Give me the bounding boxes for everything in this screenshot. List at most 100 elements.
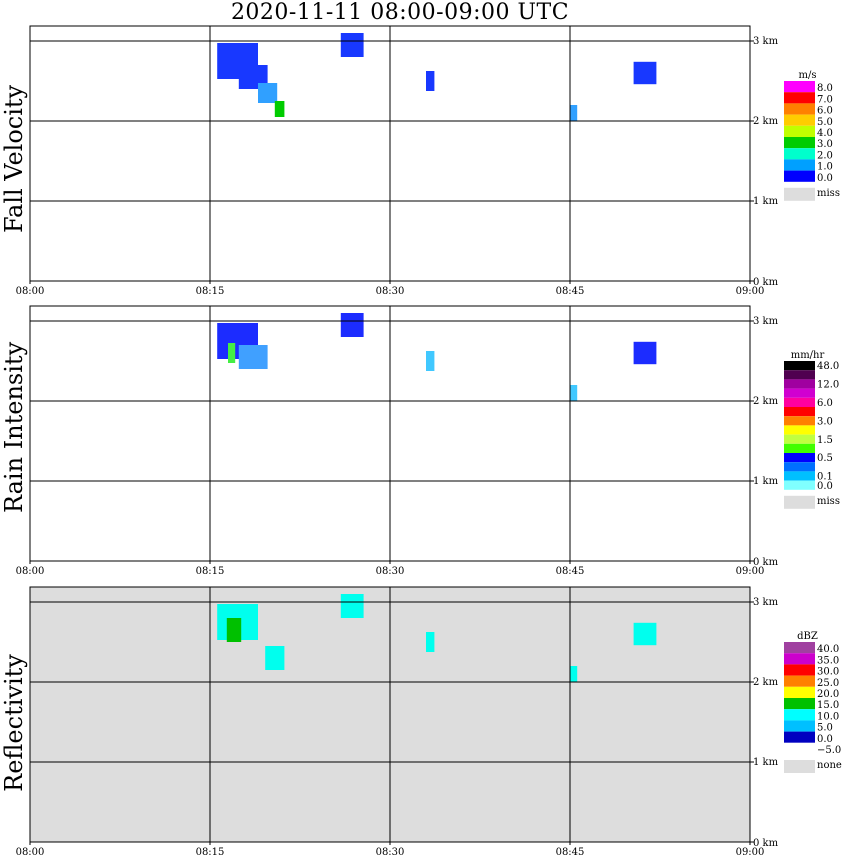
y-tick-label: 0 km bbox=[753, 838, 779, 849]
legend-label: 2.0 bbox=[817, 150, 833, 161]
x-tick-label: 08:30 bbox=[376, 847, 405, 858]
legend-swatch bbox=[784, 664, 815, 676]
legend-label: 40.0 bbox=[817, 644, 839, 655]
legend-label: 10.0 bbox=[817, 711, 839, 722]
legend-label: 20.0 bbox=[817, 689, 839, 700]
panel-3: 08:00 08:15 08:30 08:45 09:000 km 1 km 2 km 3 k… bbox=[16, 586, 842, 858]
legend-swatch bbox=[784, 462, 815, 472]
echo-cell bbox=[265, 646, 285, 670]
x-tick-label: 08:00 bbox=[16, 286, 45, 297]
legend-label: 3.0 bbox=[817, 139, 833, 150]
chart-title: 2020-11-11 08:00-09:00 UTC bbox=[230, 0, 570, 25]
echo-cell bbox=[340, 313, 364, 337]
x-tick-label: 08:30 bbox=[376, 566, 405, 577]
legend-label: 8.0 bbox=[817, 83, 833, 94]
echo-cell bbox=[570, 666, 578, 682]
legend-swatch bbox=[784, 114, 815, 126]
legend-label: −5.0 bbox=[817, 745, 841, 756]
legend-label: 6.0 bbox=[817, 398, 833, 409]
echo-cell bbox=[228, 343, 236, 363]
legend-swatch bbox=[784, 453, 815, 463]
legend-swatch bbox=[784, 642, 815, 654]
legend-swatch bbox=[784, 388, 815, 398]
echo-cell bbox=[340, 594, 364, 618]
legend-swatch bbox=[784, 434, 815, 444]
legend-swatch bbox=[784, 92, 815, 104]
x-tick-label: 09:00 bbox=[736, 286, 765, 297]
y-tick-label: 1 km bbox=[753, 757, 779, 768]
legend-swatch bbox=[784, 103, 815, 115]
echo-cell bbox=[274, 101, 285, 117]
legend-label: 25.0 bbox=[817, 678, 839, 689]
echo-cell bbox=[570, 385, 578, 401]
legend-label: 0.5 bbox=[817, 453, 833, 464]
legend-label: 7.0 bbox=[817, 94, 833, 105]
legend-label: 1.0 bbox=[817, 162, 833, 173]
legend-swatch bbox=[784, 480, 815, 490]
echo-cell bbox=[426, 71, 435, 91]
y-tick-label: 1 km bbox=[753, 196, 779, 207]
legend-label: 0.1 bbox=[817, 472, 833, 483]
y-tick-label: 1 km bbox=[753, 476, 779, 487]
y-tick-label: 3 km bbox=[753, 597, 779, 608]
legend-swatch bbox=[784, 742, 815, 754]
legend-unit: m/s bbox=[799, 70, 817, 81]
legend-swatch bbox=[784, 443, 815, 453]
legend-swatch bbox=[784, 370, 815, 380]
echo-cell bbox=[226, 618, 242, 642]
x-tick-label: 08:30 bbox=[376, 286, 405, 297]
y-tick-label: 2 km bbox=[753, 677, 779, 688]
x-tick-label: 09:00 bbox=[736, 847, 765, 858]
legend-swatch bbox=[784, 416, 815, 426]
legend-swatch bbox=[784, 425, 815, 435]
legend-swatch bbox=[784, 361, 815, 371]
legend-label: 0.0 bbox=[817, 173, 833, 184]
legend-swatch bbox=[784, 170, 815, 182]
legend-swatch bbox=[784, 720, 815, 732]
legend-label: 0.0 bbox=[817, 481, 833, 492]
legend-missing-label: miss bbox=[817, 188, 840, 199]
y-tick-label: 2 km bbox=[753, 116, 779, 127]
panel-1: 08:00 08:15 08:30 08:45 09:000 km 1 km 2 km 3 k… bbox=[16, 25, 840, 297]
echo-cell bbox=[426, 351, 435, 371]
legend-label: 35.0 bbox=[817, 655, 839, 666]
legend-swatch bbox=[784, 407, 815, 417]
y-tick-label: 0 km bbox=[753, 277, 779, 288]
x-tick-label: 08:45 bbox=[556, 566, 585, 577]
x-tick-label: 08:00 bbox=[16, 566, 45, 577]
legend-swatch bbox=[784, 159, 815, 171]
legend-swatch bbox=[784, 471, 815, 481]
echo-cell bbox=[633, 622, 657, 646]
legend-unit: dBZ bbox=[797, 631, 818, 642]
legend-label: 12.0 bbox=[817, 380, 839, 391]
legend-label: 0.0 bbox=[817, 734, 833, 745]
x-tick-label: 08:45 bbox=[556, 286, 585, 297]
legend-missing-label: none bbox=[817, 760, 842, 771]
legend-swatch bbox=[784, 148, 815, 160]
echo-cell bbox=[633, 61, 657, 85]
echo-cell bbox=[426, 632, 435, 652]
echo-cell bbox=[340, 33, 364, 57]
x-tick-label: 08:15 bbox=[196, 847, 225, 858]
x-tick-label: 08:15 bbox=[196, 566, 225, 577]
y-tick-label: 3 km bbox=[753, 316, 779, 327]
y-tick-label: 0 km bbox=[753, 557, 779, 568]
legend-label: 1.5 bbox=[817, 435, 833, 446]
legend-swatch bbox=[784, 81, 815, 93]
legend-missing-swatch bbox=[784, 760, 815, 773]
legend-missing-swatch bbox=[784, 187, 815, 201]
echo-cell bbox=[570, 105, 578, 121]
y-tick-label: 2 km bbox=[753, 396, 779, 407]
x-tick-label: 09:00 bbox=[736, 566, 765, 577]
legend-label: 15.0 bbox=[817, 700, 839, 711]
legend-missing-label: miss bbox=[817, 496, 840, 507]
x-tick-label: 08:00 bbox=[16, 847, 45, 858]
legend-swatch bbox=[784, 137, 815, 149]
echo-cell bbox=[258, 83, 278, 103]
legend-label: 5.0 bbox=[817, 117, 833, 128]
legend-swatch bbox=[784, 397, 815, 407]
panel-2: 08:00 08:15 08:30 08:45 09:000 km 1 km 2 km 3 k… bbox=[16, 305, 840, 577]
y-tick-label: 3 km bbox=[753, 36, 779, 47]
legend-label: 30.0 bbox=[817, 667, 839, 678]
